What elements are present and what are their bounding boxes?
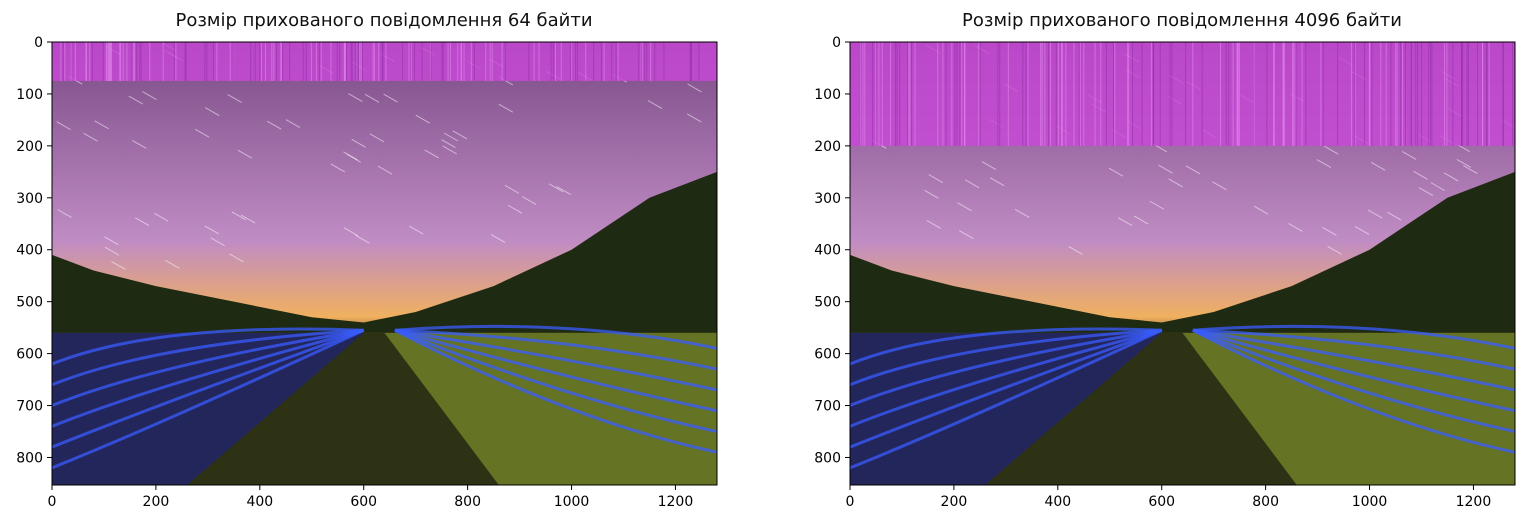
x-tick-label: 0 — [48, 494, 57, 510]
y-tick-label: 300 — [814, 191, 841, 207]
y-tick-label: 0 — [34, 35, 43, 51]
y-tick-label: 600 — [16, 347, 43, 363]
chart-title: Розмір прихованого повідомлення 64 байти — [175, 10, 593, 31]
plot-frame — [51, 41, 718, 486]
y-tick-label: 400 — [16, 243, 43, 259]
x-tick-label: 0 — [846, 494, 855, 510]
y-tick-label: 800 — [16, 450, 43, 466]
x-tick-label: 400 — [246, 494, 273, 510]
x-tick-label: 800 — [454, 494, 481, 510]
y-tick-label: 500 — [814, 295, 841, 311]
x-tick-label: 1000 — [554, 494, 590, 510]
chart-panel-left: Розмір прихованого повідомлення 64 байти… — [0, 0, 760, 528]
y-tick-label: 300 — [16, 191, 43, 207]
hidden-message-band — [52, 42, 717, 81]
photo-image — [52, 42, 717, 485]
chart-title: Розмір прихованого повідомлення 4096 бай… — [962, 10, 1402, 31]
y-tick-label: 100 — [16, 87, 43, 103]
y-tick-label: 0 — [832, 35, 841, 51]
y-tick-label: 100 — [814, 87, 841, 103]
photo-image — [850, 42, 1515, 485]
x-tick-label: 400 — [1044, 494, 1071, 510]
x-tick-label: 600 — [1148, 494, 1175, 510]
y-tick-label: 200 — [814, 139, 841, 155]
x-tick-label: 600 — [350, 494, 377, 510]
y-tick-label: 400 — [814, 243, 841, 259]
x-tick-label: 800 — [1252, 494, 1279, 510]
plot-frame — [849, 41, 1516, 486]
x-tick-label: 1200 — [658, 494, 694, 510]
x-tick-label: 200 — [143, 494, 170, 510]
x-tick-label: 1000 — [1352, 494, 1388, 510]
y-tick-label: 600 — [814, 347, 841, 363]
y-tick-label: 700 — [16, 399, 43, 415]
y-tick-label: 200 — [16, 139, 43, 155]
y-tick-label: 800 — [814, 450, 841, 466]
x-tick-label: 1200 — [1456, 494, 1492, 510]
y-tick-label: 700 — [814, 399, 841, 415]
x-tick-label: 200 — [941, 494, 968, 510]
y-tick-label: 500 — [16, 295, 43, 311]
hidden-message-band — [850, 42, 1515, 146]
chart-svg-left: 0 200 400 600 800 1000 1200 0 100 200 300 400 500 600… — [16, 35, 718, 510]
